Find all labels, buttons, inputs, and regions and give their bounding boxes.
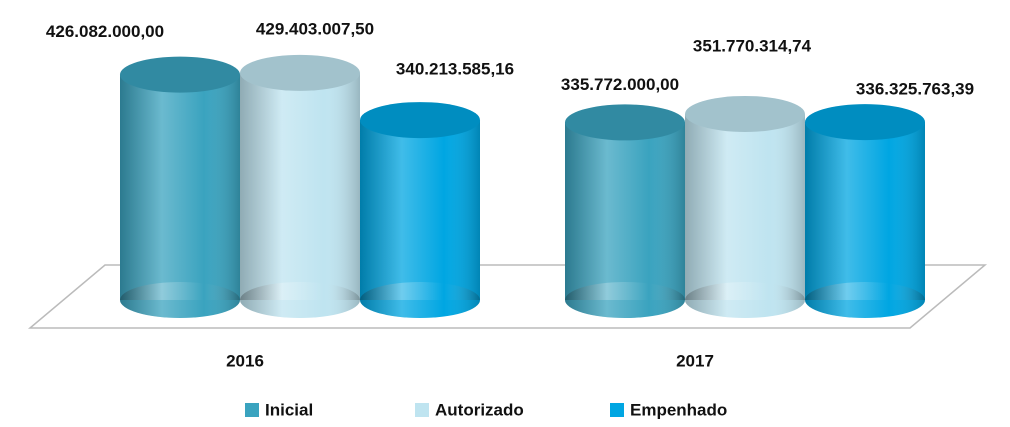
value-label: 336.325.763,39 [856,80,974,99]
cylinder-top-shade [120,56,240,93]
cylinder-top [360,102,480,139]
cylinder-top-shade [565,104,685,141]
cylinder-shade [685,113,805,300]
cylinder-top [240,54,360,91]
cylinder-top [565,104,685,141]
value-label: 340.213.585,16 [396,60,514,79]
x-tick-label: 2017 [676,351,714,370]
legend-label: Inicial [265,400,313,419]
cylinder-base-shade [565,282,685,318]
legend-swatch [610,403,624,417]
cylinder-top [685,95,805,132]
cylinder-shade [360,120,480,300]
legend-label: Empenhado [630,400,727,419]
cylinder-shade [240,72,360,300]
cylinder-base-shade [240,282,360,318]
cylinder-top [120,56,240,93]
cylinder-base-shade [685,282,805,318]
legend-swatch [245,403,259,417]
cylinder-top-shade [805,104,925,141]
cylinder-base-shade [120,282,240,318]
legend-swatch [415,403,429,417]
cylinder-base-shade [360,282,480,318]
cylinder-shade [805,122,925,301]
legend-label: Autorizado [435,400,524,419]
cylinder-top [805,104,925,141]
cylinder-top-shade [685,95,805,132]
value-label: 351.770.314,74 [693,36,812,55]
cylinder-base-shade [805,282,925,318]
value-label: 429.403.007,50 [256,19,374,38]
cylinder-shade [565,122,685,301]
value-label: 335.772.000,00 [561,75,679,94]
value-label: 426.082.000,00 [46,22,164,41]
cylinder-shade [120,74,240,300]
cylinder-top-shade [360,102,480,139]
cylinder-top-shade [240,54,360,91]
x-tick-label: 2016 [226,351,264,370]
